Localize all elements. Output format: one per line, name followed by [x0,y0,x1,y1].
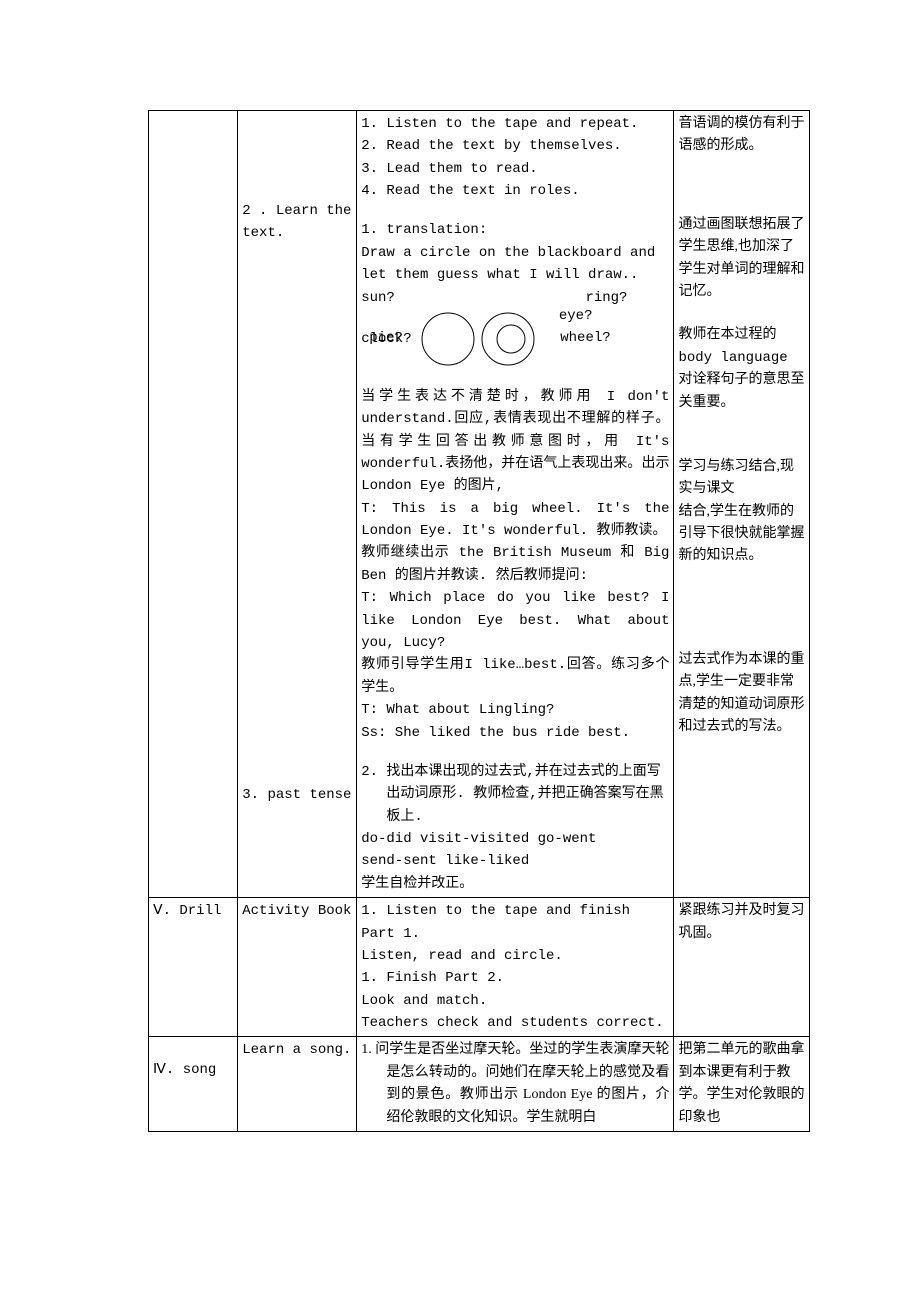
activity-past-tense: 3. past tense [242,784,352,806]
table-row: Ⅴ. Drill Activity Book 1. Listen to the … [149,898,810,1037]
activity-cell: 2 . Learn the text. 3. past tense [238,111,357,898]
teacher-show-pics: 教师继续出示 the British Museum 和 Big Ben 的图片并… [361,542,669,587]
teacher-guide-text: 教师引导学生用I like…best.回答。练习多个学生。 [361,654,669,699]
table-row: 2 . Learn the text. 3. past tense 1. Lis… [149,111,810,898]
purpose-e: 结合,学生在教师的引导下很快就能掌握新的知识点。 [678,501,805,568]
purpose-f: 过去式作为本课的重点,学生一定要非常清楚的知道动词原形和过去式的写法。 [678,649,805,739]
drill-procedure: 1. Listen to the tape and finish Part 1.… [357,898,674,1037]
translation-text: Draw a circle on the blackboard and let … [361,242,669,287]
activity-book: Activity Book [238,898,357,1037]
purpose-b: 通过画图联想拓展了学生思维,也加深了学生对单词的理解和记忆。 [678,214,805,304]
past-tense-check: 学生自检并改正。 [361,873,669,895]
table-row: Ⅳ. song Learn a song. 1. 问学生是否坐过摩天轮。坐过的学… [149,1037,810,1132]
stage-drill: Ⅴ. Drill [149,898,238,1037]
guess-pie: pie? [369,327,403,349]
activity-learn-text: 2 . Learn the text. [242,200,352,245]
drill-step-4: Look and match. [361,990,669,1012]
dialogue-t-wheel: T: This is a big wheel. It's the London … [361,498,669,543]
teacher-response-text: 当学生表达不清楚时，教师用 I don't understand.回应,表情表现… [361,386,669,498]
dialogue-t-which: T: Which place do you like best? I like … [361,587,669,654]
empty-cell [153,113,233,133]
procedure-cell: 1. Listen to the tape and repeat. 2. Rea… [357,111,674,898]
stage-song: Ⅳ. song [149,1037,238,1132]
read-step-1: 1. Listen to the tape and repeat. [361,113,669,135]
dialogue-t-lingling: T: What about Lingling? [361,699,669,721]
circles-diagram [413,309,543,369]
drill-purpose: 紧跟练习并及时复习巩固。 [674,898,810,1037]
purpose-c: 教师在本过程的body language 对诠释句子的意思至关重要。 [678,324,805,414]
read-step-3: 3. Lead them to read. [361,158,669,180]
drill-step-2: Listen, read and circle. [361,945,669,967]
drill-step-5: Teachers check and students correct. [361,1012,669,1034]
song-step-1: 1. 问学生是否坐过摩天轮。坐过的学生表演摩天轮是怎么转动的。问她们在摩天轮上的… [361,1039,669,1129]
past-tense-words-2: send-sent like-liked [361,850,669,872]
translation-heading: 1. translation: [361,219,669,241]
dialogue-ss-bus: Ss: She liked the bus ride best. [361,722,669,744]
read-step-2: 2. Read the text by themselves. [361,135,669,157]
activity-song: Learn a song. [238,1037,357,1132]
song-procedure: 1. 问学生是否坐过摩天轮。坐过的学生表演摩天轮是怎么转动的。问她们在摩天轮上的… [357,1037,674,1132]
song-purpose: 把第二单元的歌曲拿到本课更有利于教学。学生对伦敦眼的印象也 [674,1037,810,1132]
past-tense-heading: 2. 找出本课出现的过去式,并在过去式的上面写出动词原形. 教师检查,并把正确答… [361,761,669,828]
guess-eye: eye? [559,305,593,327]
purpose-a: 音语调的模仿有利于语感的形成。 [678,113,805,158]
purpose-d: 学习与练习结合,现实与课文 [678,456,805,501]
drill-step-1: 1. Listen to the tape and finish Part 1. [361,900,669,945]
drill-step-3: 1. Finish Part 2. [361,967,669,989]
guess-sun: sun? [361,287,395,309]
purpose-cell: 音语调的模仿有利于语感的形成。 通过画图联想拓展了学生思维,也加深了学生对单词的… [674,111,810,898]
stage-cell [149,111,238,898]
guess-wheel: wheel? [560,327,610,349]
lesson-plan-table: 2 . Learn the text. 3. past tense 1. Lis… [148,110,810,1132]
past-tense-words-1: do-did visit-visited go-went [361,828,669,850]
guess-ring: ring? [585,287,669,309]
read-step-4: 4. Read the text in roles. [361,180,669,202]
